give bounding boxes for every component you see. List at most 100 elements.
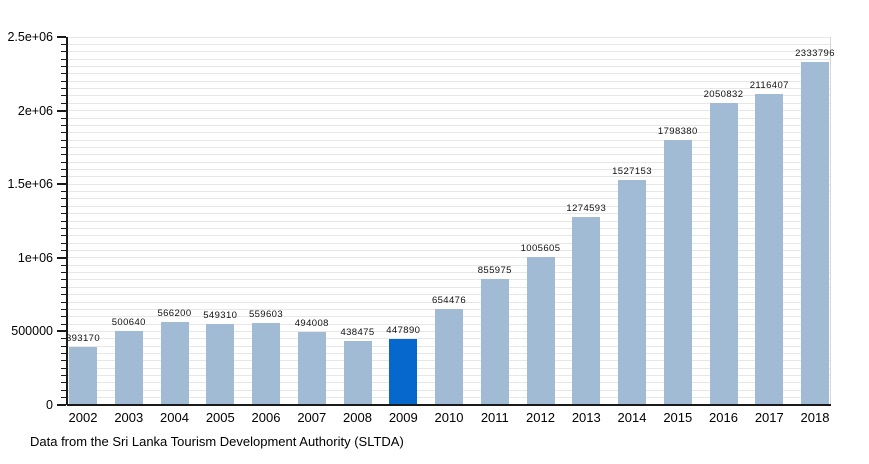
y-minor-tick: [61, 95, 66, 97]
gridline: [67, 242, 830, 244]
gridline: [67, 73, 830, 75]
y-minor-tick: [61, 191, 66, 193]
x-tick-label-2010: 2010: [434, 410, 464, 425]
gridline: [67, 301, 830, 303]
gridline: [67, 169, 830, 170]
bar-2017: [755, 93, 784, 405]
bar-value-label-2011: 855975: [477, 265, 512, 276]
gridline: [67, 88, 830, 89]
y-minor-tick: [61, 102, 66, 104]
gridline: [67, 183, 830, 185]
bar-value-label-2016: 2050832: [703, 89, 744, 101]
y-minor-tick: [61, 264, 66, 266]
bar-value-label-2015: 1798380: [657, 126, 698, 138]
y-minor-tick: [61, 308, 66, 310]
x-tick-label-2004: 2004: [160, 410, 189, 425]
gridline: [67, 132, 830, 134]
bar-2004: [160, 321, 189, 405]
y-minor-tick: [61, 382, 66, 384]
gridline: [67, 36, 830, 38]
y-minor-tick: [61, 146, 66, 148]
gridline: [67, 154, 830, 156]
y-minor-tick: [61, 360, 66, 362]
x-tick-label-2012: 2012: [526, 410, 555, 425]
gridline: [67, 272, 830, 273]
y-tick-label: 500000: [11, 324, 53, 339]
y-minor-tick: [61, 124, 66, 126]
gridline: [67, 43, 830, 45]
y-minor-tick: [61, 161, 66, 163]
x-tick-label-2003: 2003: [114, 410, 144, 425]
y-major-tick: [57, 109, 66, 112]
gridline: [67, 95, 830, 97]
y-minor-tick: [61, 279, 66, 281]
y-minor-tick: [61, 227, 66, 229]
y-minor-tick: [61, 73, 66, 75]
x-tick-label-2011: 2011: [480, 410, 509, 425]
gridline: [67, 264, 830, 266]
y-tick-label: 2e+06: [17, 103, 53, 118]
y-minor-tick: [61, 375, 66, 377]
gridline: [67, 176, 830, 178]
x-tick-label-2007: 2007: [297, 410, 327, 425]
bar-2012: [526, 257, 555, 405]
y-minor-tick: [61, 294, 66, 296]
bar-2015: [663, 140, 692, 405]
y-minor-tick: [61, 323, 66, 325]
y-minor-tick: [61, 242, 66, 244]
gridline: [67, 279, 830, 281]
x-axis: [67, 404, 831, 406]
bar-value-label-2004: 566200: [157, 307, 192, 319]
bar-2010: [435, 308, 463, 405]
gridline: [67, 110, 830, 112]
y-minor-tick: [61, 58, 66, 60]
y-major-tick: [57, 183, 66, 186]
bar-value-label-2006: 559603: [248, 308, 284, 320]
gridline: [67, 191, 830, 193]
y-minor-tick: [61, 205, 66, 207]
bar-value-label-2008: 438475: [340, 326, 375, 338]
gridline: [67, 235, 830, 237]
x-tick-label-2013: 2013: [571, 410, 601, 425]
y-minor-tick: [61, 220, 66, 222]
bar-2007: [297, 332, 326, 405]
bar-value-label-2010: 654476: [431, 294, 467, 306]
y-minor-tick: [61, 353, 66, 354]
gridline: [67, 198, 830, 200]
y-minor-tick: [61, 389, 66, 391]
gridline: [67, 220, 830, 222]
gridline: [67, 146, 830, 148]
bar-value-label-2014: 1527153: [612, 166, 652, 178]
y-minor-tick: [61, 117, 66, 119]
y-tick-label: 0: [46, 398, 53, 412]
gridline: [67, 213, 830, 215]
x-tick-label-2005: 2005: [205, 410, 235, 425]
y-minor-tick: [61, 176, 66, 178]
gridline: [67, 117, 830, 119]
bar-2002: [69, 347, 97, 405]
bar-value-label-2005: 549310: [203, 310, 238, 322]
gridline: [67, 294, 830, 296]
y-minor-tick: [61, 235, 66, 237]
y-minor-tick: [61, 249, 66, 251]
y-minor-tick: [61, 286, 66, 288]
bar-2008: [343, 340, 372, 405]
plot-right-border: [830, 37, 831, 405]
gridline: [67, 249, 830, 251]
y-minor-tick: [61, 80, 66, 82]
y-minor-tick: [61, 213, 66, 215]
y-minor-tick: [61, 88, 66, 89]
bar-2013: [572, 217, 601, 405]
bar-value-label-2013: 1274593: [566, 203, 607, 215]
x-tick-label-2016: 2016: [709, 410, 738, 425]
bar-value-label-2007: 494008: [294, 318, 329, 330]
y-tick-label: 1.5e+06: [7, 177, 53, 192]
bar-2009: [389, 339, 418, 405]
y-major-tick: [57, 404, 66, 406]
bar-value-label-2009: 447890: [386, 325, 421, 337]
y-minor-tick: [61, 301, 66, 303]
bar-2011: [480, 279, 509, 405]
bar-2003: [114, 331, 143, 405]
gridline: [67, 65, 830, 67]
